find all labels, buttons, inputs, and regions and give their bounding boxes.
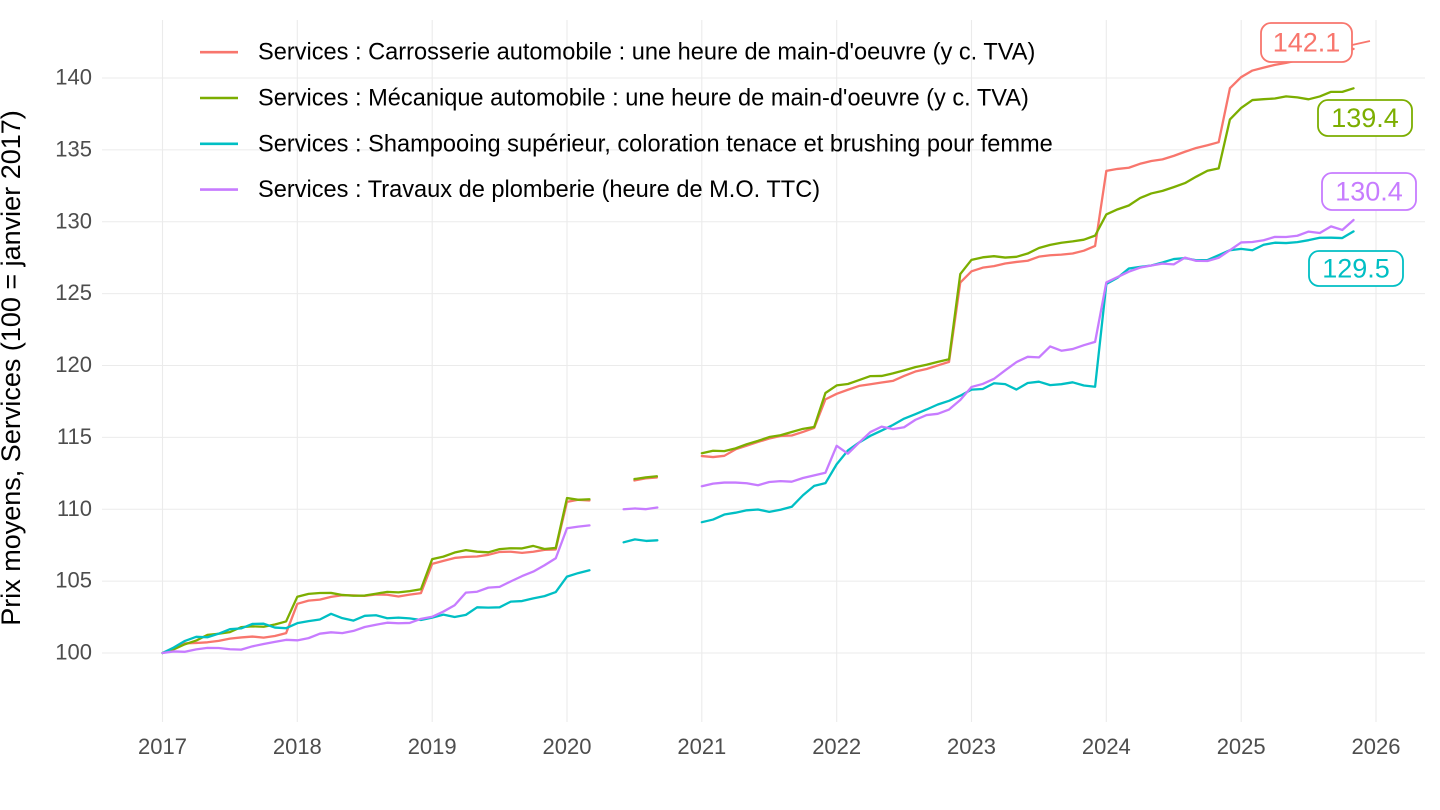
svg-text:2024: 2024	[1082, 734, 1131, 759]
svg-text:2022: 2022	[812, 734, 861, 759]
svg-text:110: 110	[57, 496, 92, 521]
svg-text:130: 130	[55, 208, 92, 233]
svg-text:Services : Mécanique automobil: Services : Mécanique automobile : une he…	[258, 86, 1029, 112]
svg-text:Services : Travaux de plomberi: Services : Travaux de plomberie (heure d…	[258, 177, 820, 203]
svg-text:142.1: 142.1	[1273, 28, 1341, 58]
svg-text:2020: 2020	[543, 734, 592, 759]
svg-text:2026: 2026	[1352, 734, 1401, 759]
svg-text:Services : Shampooing supérieu: Services : Shampooing supérieur, colorat…	[258, 131, 1053, 157]
svg-text:120: 120	[55, 352, 92, 377]
svg-text:2019: 2019	[408, 734, 457, 759]
svg-text:135: 135	[55, 136, 92, 161]
svg-text:2018: 2018	[273, 734, 322, 759]
svg-text:129.5: 129.5	[1322, 254, 1390, 284]
svg-text:105: 105	[55, 568, 92, 593]
svg-text:Services : Carrosserie automob: Services : Carrosserie automobile : une …	[258, 40, 1035, 66]
svg-text:125: 125	[55, 280, 92, 305]
svg-text:130.4: 130.4	[1335, 177, 1403, 207]
svg-text:2021: 2021	[677, 734, 726, 759]
svg-text:140: 140	[55, 65, 92, 90]
svg-text:100: 100	[55, 640, 92, 665]
svg-text:115: 115	[57, 424, 92, 449]
svg-text:2017: 2017	[138, 734, 187, 759]
svg-text:2023: 2023	[947, 734, 996, 759]
svg-text:139.4: 139.4	[1331, 103, 1399, 133]
svg-text:Prix moyens, Services (100 = j: Prix moyens, Services (100 = janvier 201…	[0, 110, 26, 625]
svg-text:2025: 2025	[1217, 734, 1266, 759]
